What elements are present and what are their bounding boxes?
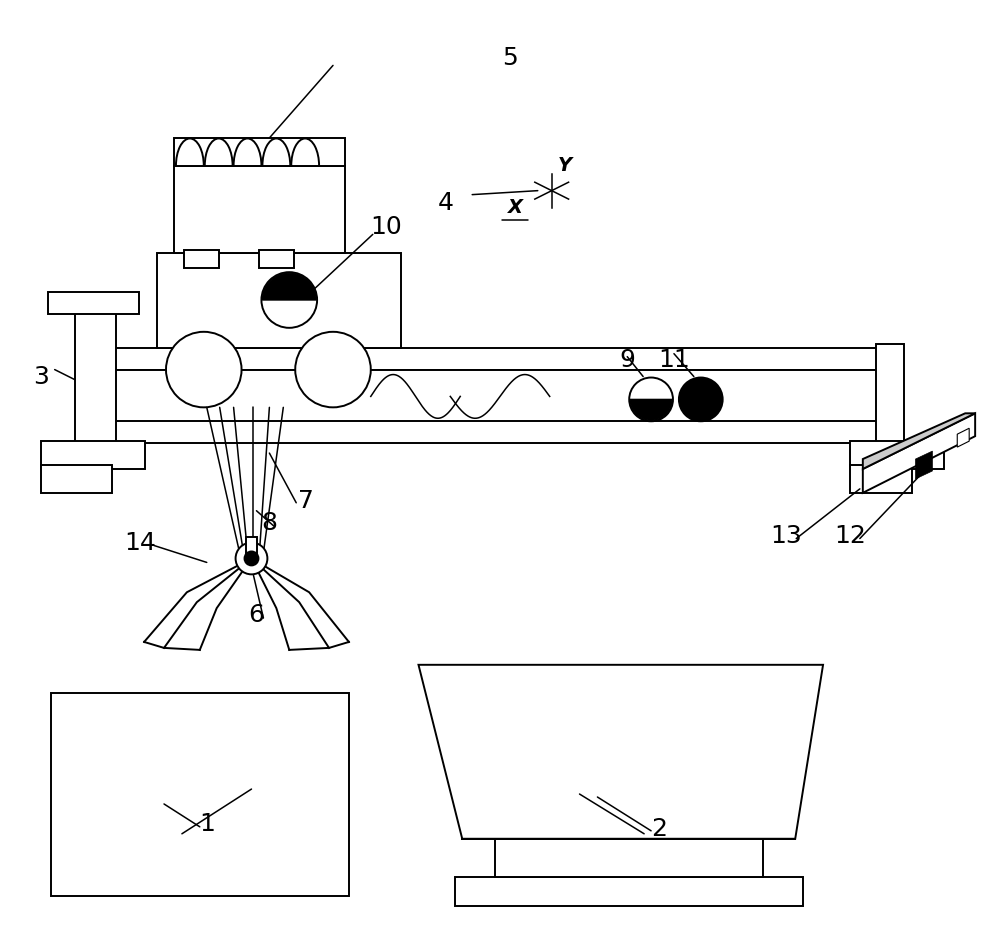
- Text: 8: 8: [261, 511, 277, 534]
- Bar: [51, 693, 349, 897]
- Circle shape: [295, 331, 371, 408]
- Polygon shape: [957, 428, 969, 447]
- Text: 4: 4: [437, 191, 453, 214]
- Bar: [174, 166, 345, 253]
- Polygon shape: [863, 413, 975, 469]
- Bar: [495, 839, 763, 876]
- Bar: [157, 253, 401, 347]
- Polygon shape: [916, 452, 932, 479]
- Text: X: X: [508, 197, 523, 217]
- Bar: [246, 536, 257, 555]
- Text: 2: 2: [651, 816, 667, 841]
- Bar: [107, 421, 878, 443]
- Text: 11: 11: [658, 347, 690, 371]
- Bar: [462, 665, 795, 839]
- Polygon shape: [863, 413, 975, 492]
- Bar: [48, 292, 139, 314]
- Bar: [107, 370, 878, 424]
- Text: 1: 1: [199, 812, 215, 836]
- Text: 7: 7: [298, 489, 314, 513]
- Circle shape: [166, 331, 242, 408]
- Circle shape: [261, 272, 317, 328]
- Text: 6: 6: [248, 603, 264, 627]
- Text: Y: Y: [558, 155, 572, 175]
- Text: 14: 14: [124, 531, 156, 555]
- Bar: [184, 250, 219, 268]
- Text: 10: 10: [370, 215, 402, 239]
- Polygon shape: [418, 665, 823, 839]
- Bar: [107, 347, 878, 370]
- Bar: [41, 441, 145, 469]
- Bar: [41, 465, 112, 492]
- Text: 13: 13: [770, 523, 802, 547]
- Bar: [259, 250, 294, 268]
- Text: 5: 5: [502, 47, 518, 71]
- Bar: [850, 441, 944, 469]
- Wedge shape: [630, 399, 672, 420]
- Bar: [455, 876, 803, 907]
- Wedge shape: [262, 273, 316, 300]
- Text: 3: 3: [33, 365, 49, 388]
- Text: 9: 9: [619, 347, 635, 371]
- Bar: [850, 465, 912, 492]
- Bar: [75, 294, 116, 443]
- Circle shape: [236, 543, 267, 574]
- Bar: [174, 138, 345, 166]
- Bar: [876, 344, 904, 443]
- Circle shape: [679, 378, 723, 421]
- Circle shape: [629, 378, 673, 421]
- Circle shape: [245, 551, 258, 565]
- Text: 12: 12: [834, 523, 866, 547]
